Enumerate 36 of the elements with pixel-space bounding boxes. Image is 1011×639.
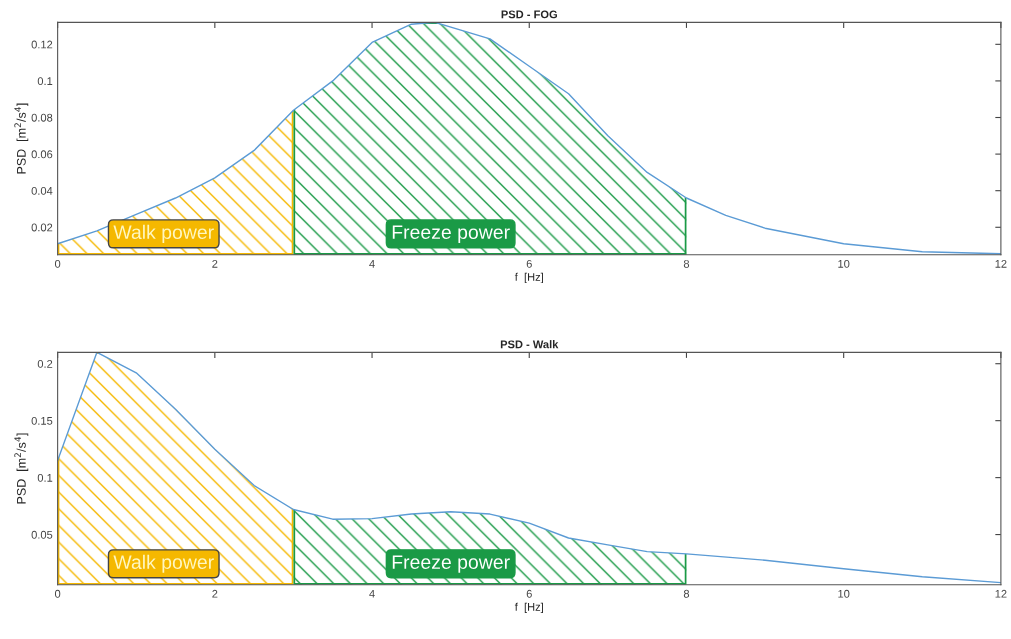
y-axis-title: PSD [m$^{2}$/s$^{4}$] (14, 433, 29, 504)
x-axis-title: f [Hz] (514, 602, 543, 614)
x-tick-label: 12 (995, 259, 1007, 268)
x-tick-label: 10 (838, 589, 850, 598)
x-tick-label: 8 (683, 259, 690, 268)
chart-title: PSD - Walk (500, 340, 559, 349)
band-label: Walk power (113, 224, 214, 243)
x-tick-label: 2 (212, 589, 218, 598)
y-tick-label: 0.08 (31, 113, 53, 122)
band-label: Freeze power (392, 555, 510, 573)
x-axis-title: f [Hz] (514, 272, 543, 284)
band-label: Freeze power (392, 225, 510, 243)
y-tick-label: 0.15 (31, 416, 53, 425)
y-tick-label: 0.1 (37, 77, 53, 86)
x-tick-label: 4 (369, 589, 375, 598)
line-series (57, 22, 1001, 255)
y-tick-label: 0.1 (37, 473, 53, 482)
x-tick-label: 0 (54, 259, 61, 268)
y-tick-label: 0.04 (31, 186, 53, 195)
x-tick-label: 10 (838, 259, 850, 268)
y-tick-label: 0.2 (37, 359, 53, 368)
band-label: Walk power (113, 554, 214, 573)
x-tick-label: 4 (369, 260, 375, 268)
x-tick-label: 0 (54, 589, 61, 598)
chart-title: PSD - FOG (501, 10, 557, 19)
y-tick-label: 0.06 (31, 150, 53, 159)
y-axis-title: PSD [m$^{2}$/s$^{4}$] (14, 103, 29, 174)
x-tick-label: 8 (683, 589, 690, 598)
x-tick-label: 6 (526, 589, 532, 598)
x-tick-label: 6 (526, 259, 532, 268)
x-tick-label: 12 (995, 589, 1007, 598)
y-tick-label: 0.12 (31, 40, 53, 49)
line-series (57, 352, 1001, 584)
y-tick-label: 0.02 (31, 223, 53, 232)
x-tick-label: 2 (212, 259, 218, 268)
y-tick-label: 0.05 (31, 530, 53, 539)
